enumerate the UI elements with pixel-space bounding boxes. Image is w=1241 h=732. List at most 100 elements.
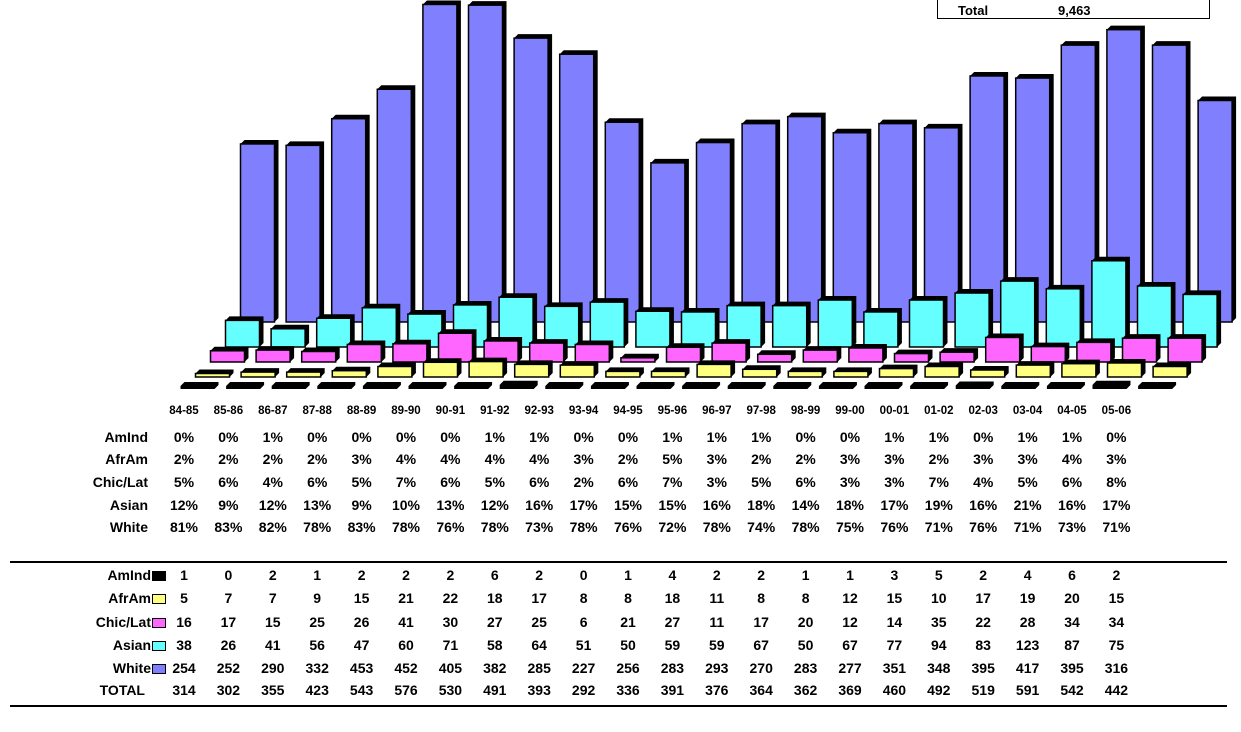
percent-cell: 76% — [969, 519, 998, 535]
percent-cell: 18% — [747, 497, 776, 513]
percent-cell: 2% — [262, 451, 283, 467]
count-cell: 8 — [801, 590, 810, 606]
total-cell: 491 — [483, 682, 507, 698]
percent-cell: 1% — [884, 429, 905, 445]
count-cell: 405 — [438, 660, 463, 676]
percent-cell: 18% — [835, 497, 865, 513]
count-cell: 8 — [624, 590, 632, 606]
category-label-96-97: 96-97 — [702, 405, 732, 417]
bar-white-04-05 — [1151, 44, 1188, 323]
legend-swatch-amind — [152, 571, 166, 581]
count-cell: 17 — [531, 590, 547, 606]
count-cell: 12 — [842, 614, 858, 630]
total-row-label: TOTAL — [99, 682, 145, 698]
count-cell: 6 — [490, 567, 499, 583]
series-white — [239, 0, 1237, 323]
percent-cell: 71% — [1013, 519, 1042, 535]
percent-row-label-chic-lat: Chic/Lat — [92, 474, 148, 490]
bar-white-93-94 — [650, 162, 686, 323]
category-label-86-87: 86-87 — [258, 405, 288, 417]
percent-cell: 83% — [214, 519, 243, 535]
count-cell: 47 — [353, 637, 370, 653]
bar-white-95-96 — [741, 122, 777, 323]
count-cell: 2 — [712, 567, 721, 583]
percent-cell: 75% — [835, 519, 865, 535]
bar-amind-01-02 — [955, 385, 990, 389]
percent-cell: 17% — [1102, 497, 1131, 513]
total-cell: 355 — [261, 682, 285, 698]
series-asian — [224, 256, 1222, 348]
bar-asian-00-01 — [954, 292, 990, 348]
bar-white-98-99 — [878, 122, 914, 323]
count-cell: 5 — [934, 567, 943, 583]
count-row-label-white: White — [113, 660, 166, 676]
bar-white-94-95 — [695, 141, 732, 323]
bar-white-90-91 — [513, 37, 549, 323]
count-cell: 395 — [971, 660, 995, 676]
percent-cell: 1% — [706, 429, 727, 445]
bar-afram-85-86 — [240, 371, 276, 378]
count-cell: 34 — [1064, 614, 1080, 630]
category-label-05-06: 05-06 — [1101, 405, 1132, 417]
percent-cell: 3% — [1106, 451, 1127, 467]
count-cell: 25 — [531, 614, 547, 630]
bar-afram-99-00 — [878, 367, 915, 378]
count-cell: 22 — [975, 614, 991, 630]
table-divider-top — [10, 561, 1227, 563]
bar-chic-lat-04-05 — [1121, 337, 1158, 363]
total-cell: 423 — [305, 682, 329, 698]
percent-cell: 16% — [525, 497, 554, 513]
bar-chic-lat-93-94 — [620, 357, 656, 363]
bar-asian-96-97 — [771, 304, 808, 348]
bar-white-84-85 — [239, 143, 276, 323]
bar-asian-99-00 — [908, 299, 945, 348]
percent-cell: 12% — [480, 497, 509, 513]
percent-cell: 0% — [617, 429, 639, 445]
count-cell: 2 — [1112, 567, 1121, 583]
count-cell: 316 — [1104, 660, 1129, 676]
bar-amind-94-95 — [636, 386, 671, 389]
percent-cell: 0% — [440, 429, 461, 445]
bar-amind-05-06 — [1138, 386, 1173, 389]
percent-cell: 12% — [169, 497, 199, 513]
count-cell: 351 — [882, 660, 907, 676]
percent-row-label-asian: Asian — [109, 497, 148, 513]
percent-cell: 4% — [529, 451, 550, 467]
bar-white-88-89 — [422, 3, 458, 323]
count-cell: 3 — [890, 567, 899, 583]
percent-cell: 4% — [484, 451, 505, 467]
total-cell: 576 — [394, 682, 418, 698]
percent-cell: 5% — [662, 451, 683, 467]
count-cell: 4 — [1023, 567, 1032, 583]
count-cell: 58 — [487, 637, 503, 653]
percent-cell: 1% — [1017, 429, 1038, 445]
percent-cell: 73% — [1057, 519, 1087, 535]
percent-cell: 7% — [928, 474, 949, 490]
percent-cell: 2% — [218, 451, 239, 467]
percent-cell: 1% — [751, 429, 772, 445]
bar-afram-01-02 — [969, 369, 1006, 378]
count-cell: 15 — [1108, 590, 1125, 606]
table-divider-bottom — [10, 705, 1227, 707]
count-cell: 15 — [886, 590, 903, 606]
bar-chic-lat-01-02 — [984, 336, 1021, 363]
count-cell: 256 — [616, 660, 640, 676]
count-cell: 64 — [531, 637, 547, 653]
total-cell: 492 — [927, 682, 951, 698]
total-cell: 519 — [971, 682, 995, 698]
count-cell: 41 — [398, 614, 414, 630]
percent-cell: 3% — [573, 451, 594, 467]
count-cell: 252 — [216, 660, 241, 676]
bar-amind-88-89 — [362, 386, 397, 389]
percent-cell: 3% — [839, 451, 861, 467]
count-cell: 17 — [753, 614, 769, 630]
count-cell: 1 — [846, 567, 854, 583]
count-cell: 15 — [353, 590, 370, 606]
total-cell: 336 — [616, 682, 640, 698]
percent-cell: 71% — [1102, 519, 1131, 535]
count-cell: 14 — [886, 614, 903, 630]
bar-asian-98-99 — [863, 311, 899, 348]
legend-swatch-asian — [152, 641, 166, 651]
category-label-84-85: 84-85 — [169, 405, 199, 417]
bar-amind-90-91 — [454, 386, 489, 389]
